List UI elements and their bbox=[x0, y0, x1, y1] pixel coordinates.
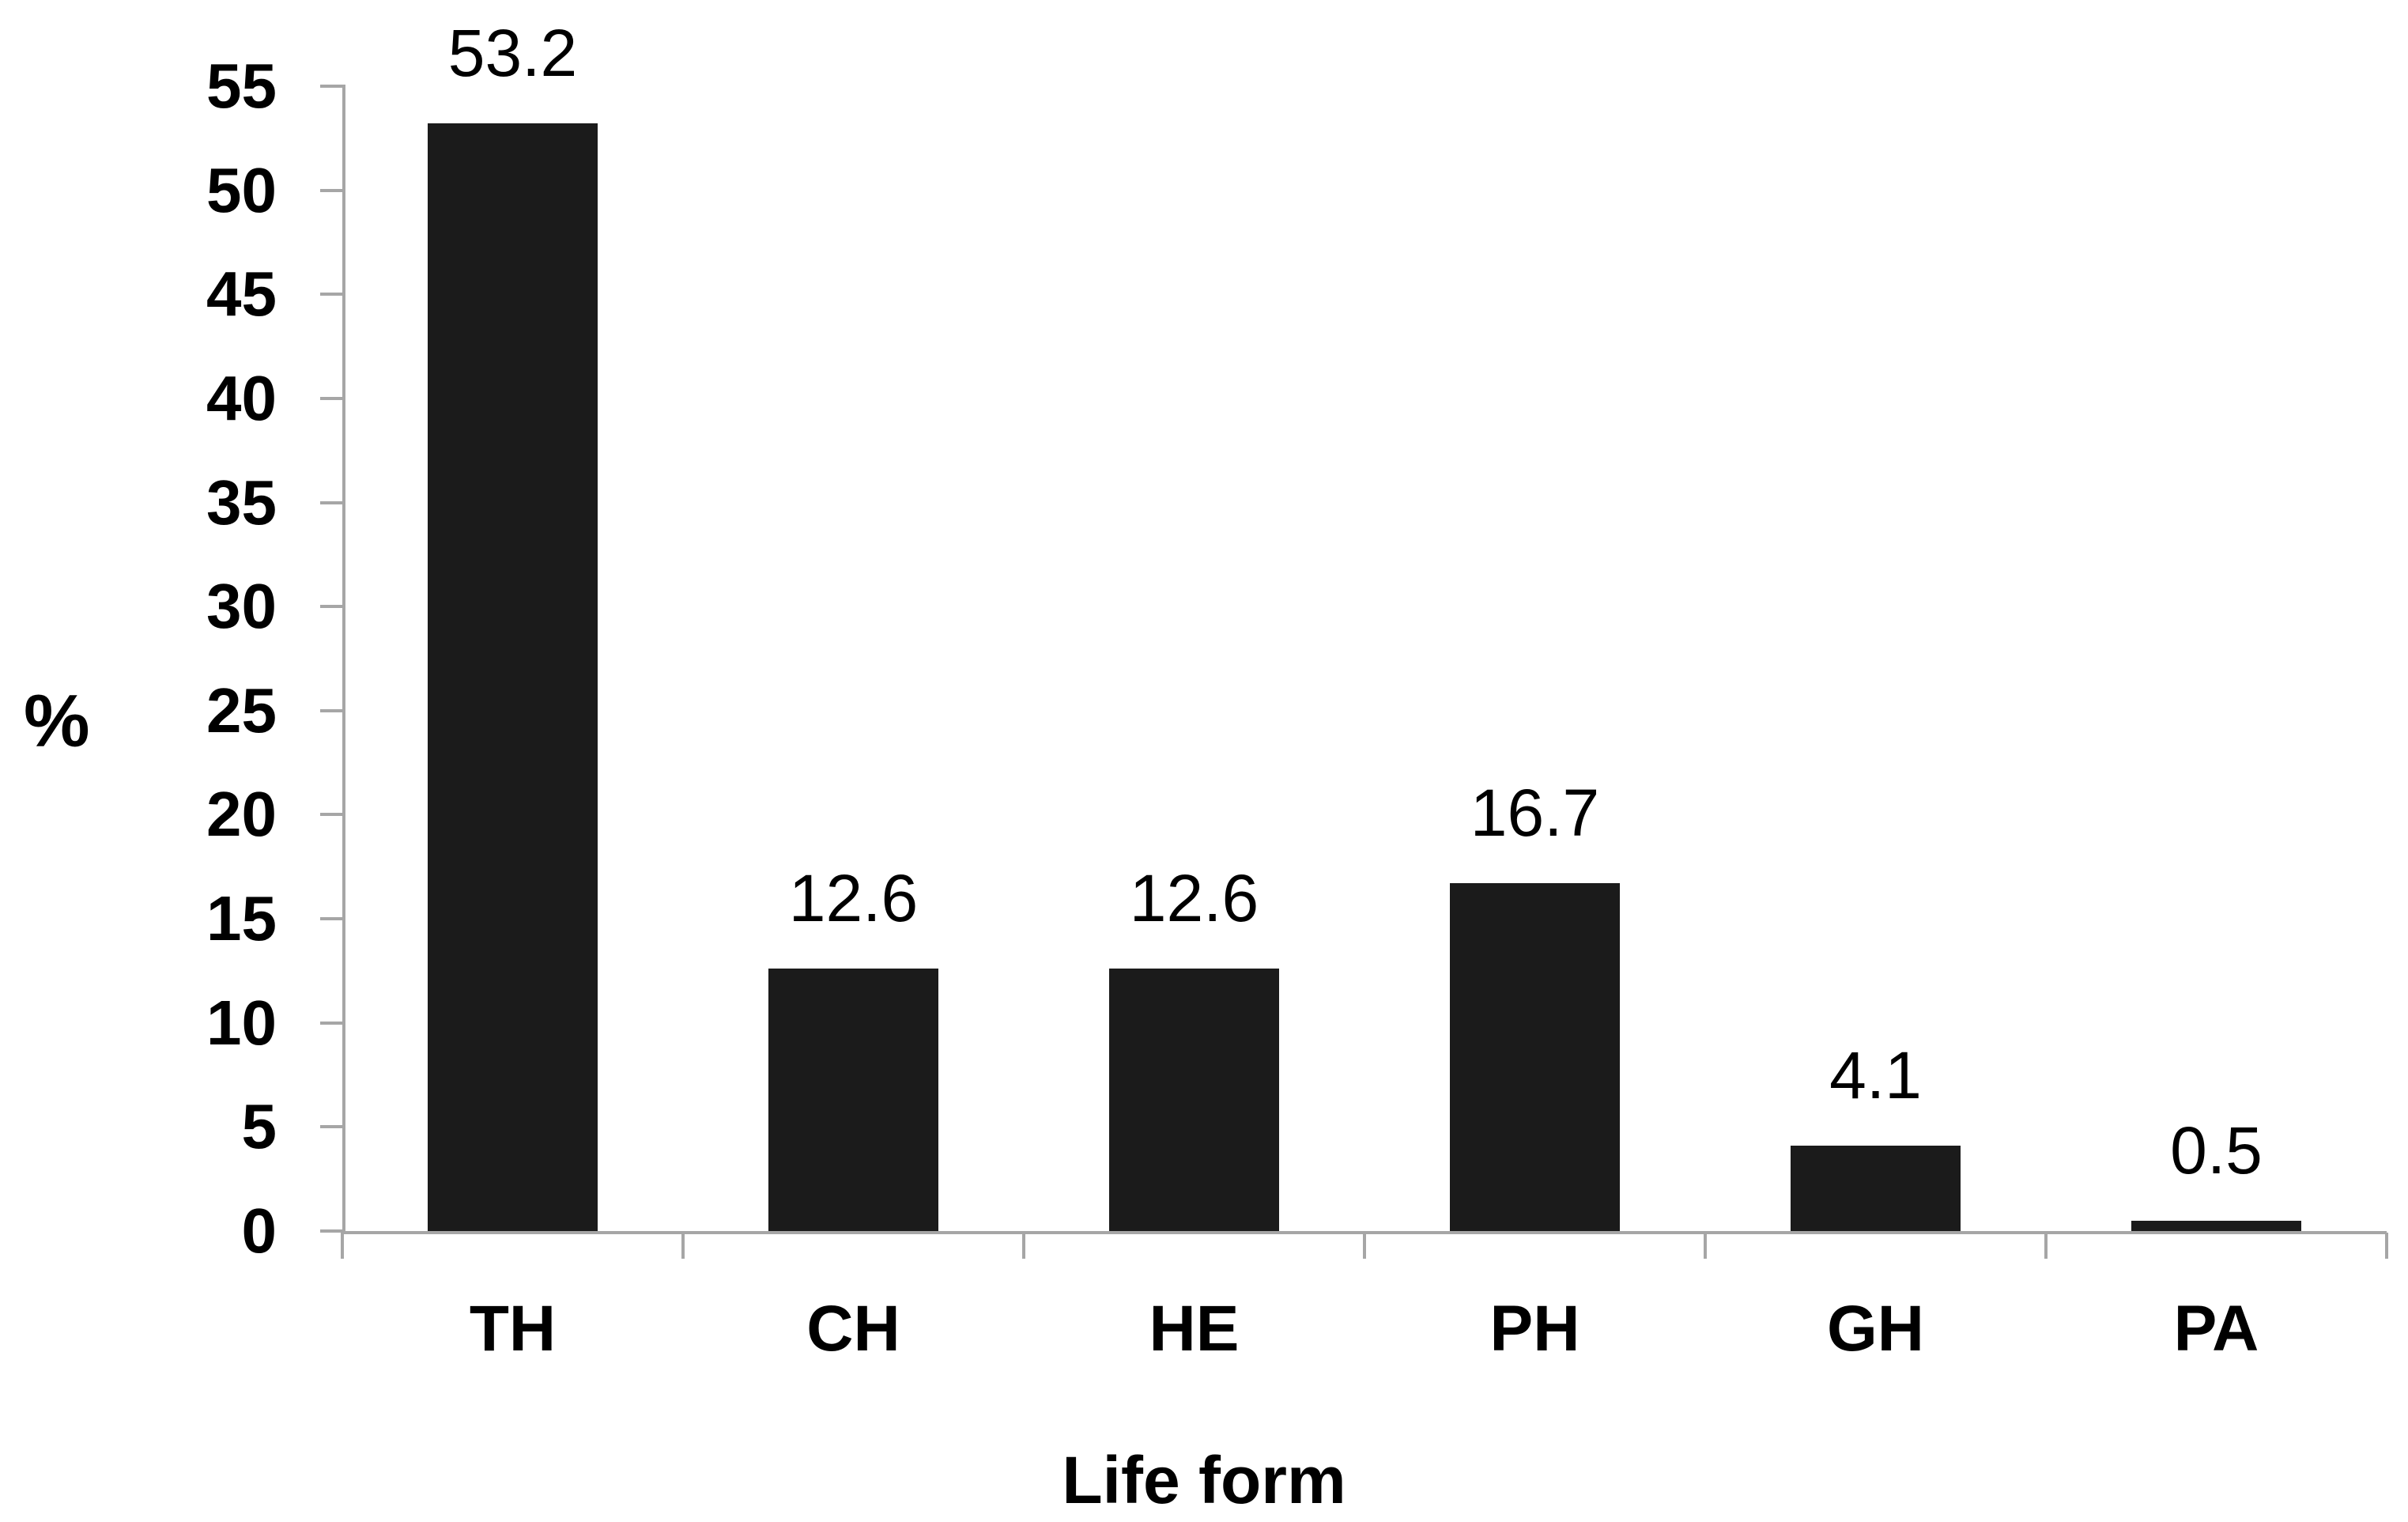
bar-value-label-he: 12.6 bbox=[1129, 861, 1259, 935]
y-tick-label: 50 bbox=[206, 154, 277, 225]
bar-ch bbox=[768, 969, 938, 1231]
bar-he bbox=[1109, 969, 1279, 1231]
y-tick-label: 55 bbox=[206, 51, 277, 121]
x-axis-title: Life form bbox=[1062, 1443, 1346, 1517]
y-tick-label: 5 bbox=[241, 1091, 277, 1162]
y-tick-mark bbox=[320, 188, 344, 192]
x-tick-mark bbox=[1022, 1233, 1025, 1259]
y-tick-mark bbox=[320, 1229, 344, 1233]
y-tick-mark bbox=[320, 85, 344, 88]
x-tick-mark bbox=[1363, 1233, 1366, 1259]
y-tick-label: 30 bbox=[206, 571, 277, 642]
y-tick-label: 35 bbox=[206, 466, 277, 538]
bar-value-label-ch: 12.6 bbox=[788, 861, 919, 935]
bar-th bbox=[428, 123, 598, 1231]
y-tick-mark bbox=[320, 708, 344, 712]
plot-area: 53.2 12.6 12.6 16.7 4.1 0.5 bbox=[342, 19, 2387, 1231]
bar-value-label-th: 53.2 bbox=[447, 16, 578, 90]
y-tick-mark bbox=[320, 396, 344, 400]
category-label-th: TH bbox=[469, 1293, 557, 1365]
x-tick-mark bbox=[2044, 1233, 2048, 1259]
y-tick-label: 15 bbox=[206, 883, 277, 954]
y-tick-label: 20 bbox=[206, 779, 277, 850]
y-tick-mark bbox=[320, 813, 344, 817]
bar-value-label-gh: 4.1 bbox=[1829, 1038, 1922, 1112]
category-label-ph: PH bbox=[1489, 1293, 1580, 1365]
y-axis-line bbox=[342, 85, 345, 1234]
category-label-he: HE bbox=[1149, 1293, 1240, 1365]
x-tick-mark bbox=[341, 1233, 344, 1259]
y-tick-mark bbox=[320, 917, 344, 921]
y-tick-mark bbox=[320, 1125, 344, 1129]
x-tick-mark bbox=[1704, 1233, 1707, 1259]
bar-pa bbox=[2131, 1221, 2301, 1231]
y-tick-mark bbox=[320, 605, 344, 609]
y-tick-label: 0 bbox=[241, 1195, 277, 1266]
y-tick-mark bbox=[320, 293, 344, 296]
x-tick-mark bbox=[2385, 1233, 2388, 1259]
bar-gh bbox=[1791, 1146, 1961, 1231]
x-tick-mark bbox=[681, 1233, 685, 1259]
y-tick-label: 10 bbox=[206, 987, 277, 1058]
y-tick-mark bbox=[320, 1021, 344, 1025]
bar-value-label-ph: 16.7 bbox=[1470, 776, 1600, 850]
y-tick-mark bbox=[320, 500, 344, 504]
bar-ph bbox=[1450, 883, 1620, 1231]
y-tick-label: 25 bbox=[206, 674, 277, 746]
category-label-ch: CH bbox=[806, 1293, 900, 1365]
category-label-gh: GH bbox=[1827, 1293, 1924, 1365]
category-label-pa: PA bbox=[2173, 1293, 2259, 1365]
y-axis-title: % bbox=[24, 679, 90, 762]
y-tick-label: 45 bbox=[206, 259, 277, 330]
y-tick-label: 40 bbox=[206, 362, 277, 433]
bar-value-label-pa: 0.5 bbox=[2170, 1113, 2263, 1188]
